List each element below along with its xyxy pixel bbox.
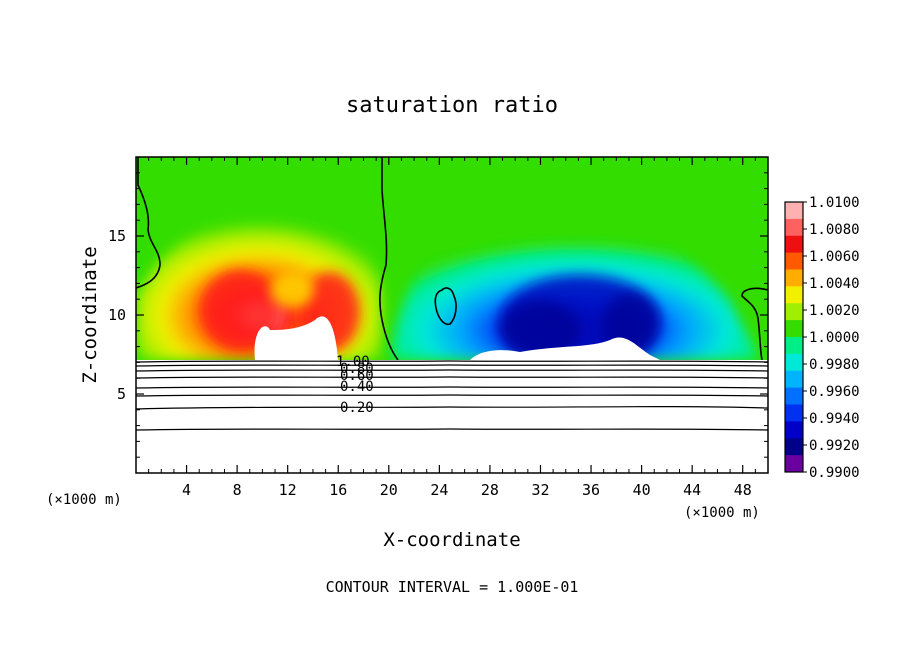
contour-lines-upper — [136, 157, 768, 361]
contour-label: 0.20 — [340, 400, 374, 416]
colorbar-swatch — [785, 404, 803, 422]
x-tick-label: 4 — [182, 481, 191, 499]
x-tick-label: 36 — [582, 481, 600, 499]
colorbar-swatch — [785, 235, 803, 254]
colorbar-label: 0.9940 — [809, 411, 860, 427]
x-tick-label: 16 — [329, 481, 347, 499]
colorbar: 1.0100 1.0080 1.0060 1.0040 1.0020 1.0000 0.99… — [784, 195, 860, 481]
colorbar-label: 0.9980 — [809, 357, 860, 373]
colorbar-swatch — [785, 370, 803, 389]
colorbar-swatch — [785, 353, 803, 372]
x-tick-label: 20 — [380, 481, 398, 499]
y-tick-label: 10 — [108, 306, 126, 324]
plot-area: 1.00 0.80 0.60 0.40 0.20 — [136, 157, 768, 473]
colorbar-label: 0.9900 — [809, 465, 860, 481]
colorbar-label: 1.0060 — [809, 249, 860, 265]
lower-zone — [136, 360, 768, 473]
colorbar-swatch — [785, 421, 803, 439]
colorbar-swatch — [785, 438, 803, 456]
contour-label: 0.80 — [340, 361, 374, 377]
x-tick-label: 28 — [481, 481, 499, 499]
x-tick-label: 12 — [279, 481, 297, 499]
warm-region — [136, 200, 382, 360]
colorbar-swatch — [785, 286, 803, 304]
x-tick-label: 40 — [633, 481, 651, 499]
y-axis-unit: (×1000 m) — [46, 492, 122, 508]
colorbar-label: 0.9960 — [809, 384, 860, 400]
y-tick-label: 5 — [117, 385, 126, 403]
colorbar-swatch — [785, 337, 803, 355]
contour-lines-lower — [136, 360, 768, 431]
contour-label: 0.40 — [340, 379, 374, 395]
x-axis-label: X-coordinate — [383, 529, 520, 551]
colorbar-swatch — [785, 218, 803, 237]
x-tick-label: 48 — [734, 481, 752, 499]
y-tick-label: 15 — [108, 227, 126, 245]
colorbar-swatch — [785, 455, 803, 473]
contour-label: 0.60 — [340, 368, 374, 384]
colorbar-label: 1.0100 — [809, 195, 860, 211]
colorbar-swatch — [785, 303, 803, 321]
x-tick-label: 44 — [683, 481, 701, 499]
colorbar-label: 1.0000 — [809, 330, 860, 346]
colorbar-label: 0.9920 — [809, 438, 860, 454]
x-axis-unit: (×1000 m) — [684, 505, 760, 521]
colorbar-swatch — [785, 387, 803, 405]
x-tick-label: 8 — [233, 481, 242, 499]
x-tick-label: 24 — [430, 481, 448, 499]
colorbar-swatch — [785, 252, 803, 270]
contour-labels: 1.00 0.80 0.60 0.40 0.20 — [336, 354, 374, 416]
colorbar-label: 1.0080 — [809, 222, 860, 238]
y-axis-label: Z-coordinate — [79, 246, 101, 383]
colorbar-label: 1.0020 — [809, 303, 860, 319]
colorbar-label: 1.0040 — [809, 276, 860, 292]
colorbar-swatch — [785, 320, 803, 338]
colorbar-swatch — [785, 269, 803, 287]
colorbar-swatch — [785, 202, 803, 220]
contour-interval-note: CONTOUR INTERVAL = 1.000E-01 — [326, 578, 579, 596]
contour-label: 1.00 — [336, 354, 370, 370]
cool-region — [390, 208, 760, 365]
chart-title: saturation ratio — [346, 93, 558, 118]
x-tick-label: 32 — [531, 481, 549, 499]
